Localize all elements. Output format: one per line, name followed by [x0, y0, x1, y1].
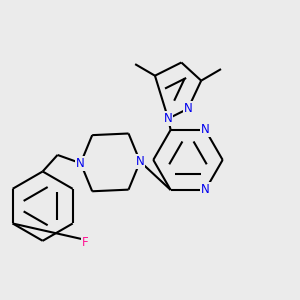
Text: N: N	[201, 123, 210, 136]
Text: F: F	[82, 236, 89, 249]
Text: N: N	[201, 183, 210, 196]
Text: N: N	[136, 155, 145, 168]
Text: N: N	[76, 157, 85, 170]
Text: N: N	[164, 112, 172, 125]
Text: N: N	[184, 102, 192, 115]
